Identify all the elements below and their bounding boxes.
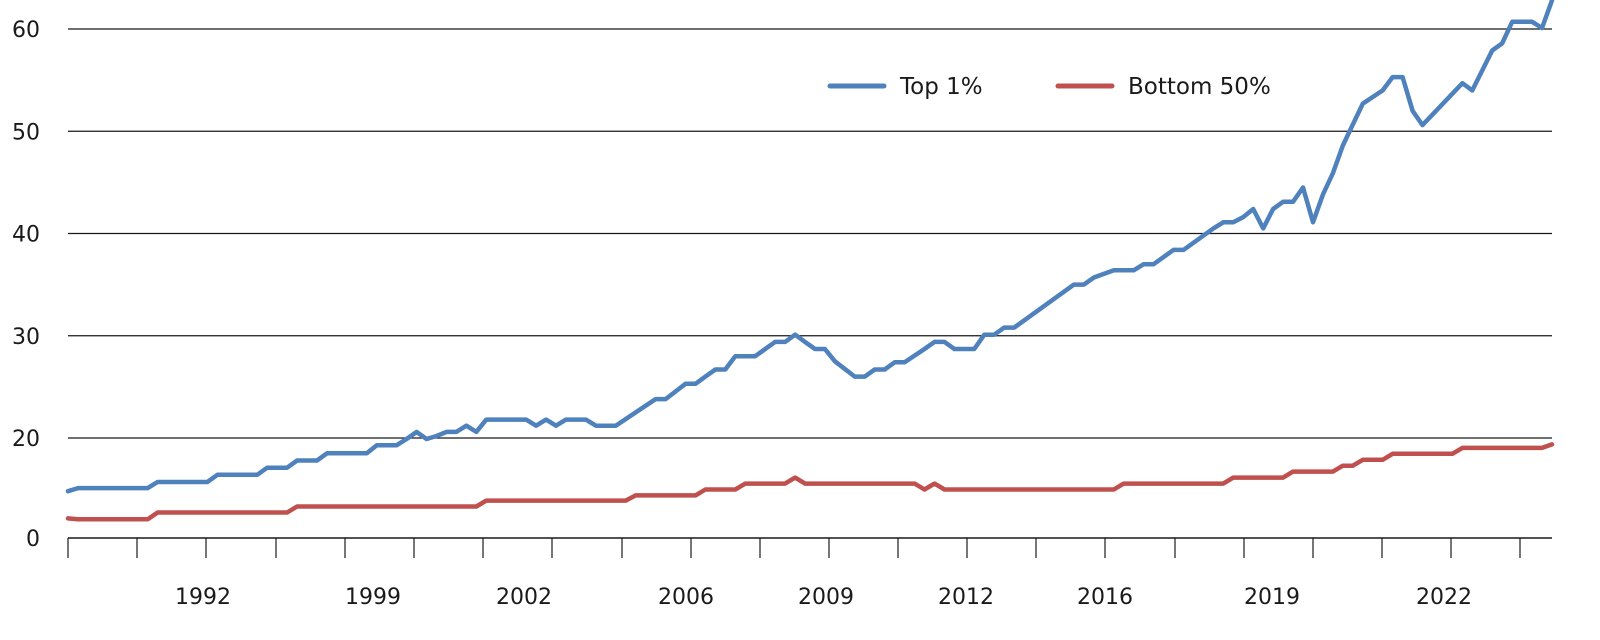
- y-tick-label: 50: [12, 120, 40, 145]
- series-lines: [65, 0, 1555, 522]
- x-tick-label: 2012: [938, 585, 994, 610]
- legend-label: Bottom 50%: [1128, 74, 1271, 100]
- x-tick-label: 2009: [798, 585, 854, 610]
- x-tick-label: 1992: [175, 585, 231, 610]
- y-axis: 0 20 30 40 50 60: [12, 18, 40, 552]
- x-tick-label: 1999: [345, 585, 401, 610]
- x-tick-label: 2019: [1244, 585, 1300, 610]
- y-tick-label: 60: [12, 18, 40, 43]
- x-tick-label: 2016: [1077, 585, 1133, 610]
- x-tick-label: 2002: [496, 585, 552, 610]
- gridlines: [68, 28, 1552, 439]
- series-line-bottom-50: [65, 442, 1555, 522]
- x-tick-label: 2022: [1416, 585, 1472, 610]
- x-axis: 1992 1999 2002 2006 2009 2012 2016 2019 2022: [67, 537, 1552, 610]
- legend: Top 1% Bottom 50%: [827, 74, 1271, 100]
- y-tick-label: 30: [12, 325, 40, 350]
- legend-label: Top 1%: [899, 74, 983, 100]
- series-line-top-1: [65, 0, 1555, 494]
- y-tick-label: 40: [12, 223, 40, 248]
- x-tick-label: 2006: [658, 585, 714, 610]
- y-tick-label: 0: [26, 527, 40, 552]
- y-tick-label: 20: [12, 427, 40, 452]
